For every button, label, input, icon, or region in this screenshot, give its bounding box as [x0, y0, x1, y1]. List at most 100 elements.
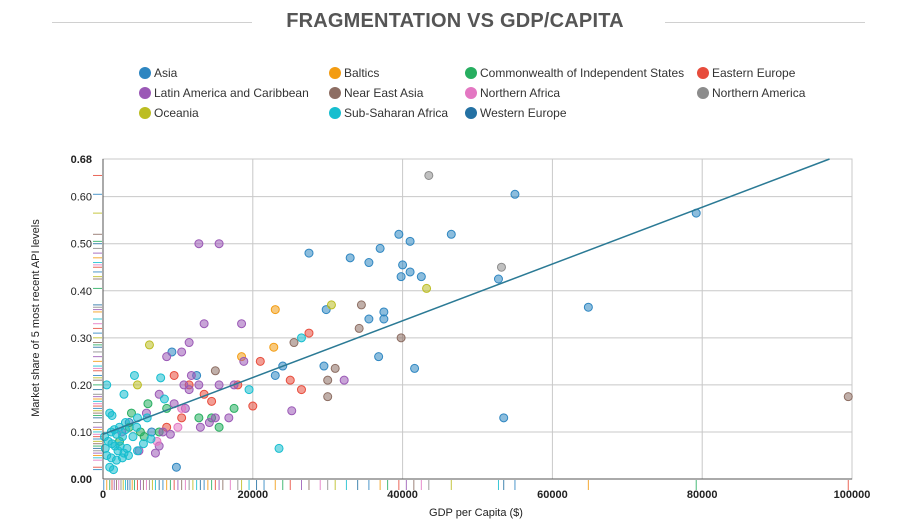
data-point: [132, 380, 142, 390]
plot-area: [102, 158, 853, 480]
data-point: [422, 283, 432, 293]
y-axis-title: Market share of 5 most recent API levels: [30, 219, 42, 417]
data-point: [177, 347, 187, 357]
data-point: [194, 380, 204, 390]
data-point: [493, 274, 503, 284]
data-point: [210, 366, 220, 376]
data-point: [583, 302, 593, 312]
data-point: [364, 314, 374, 324]
data-point: [194, 239, 204, 249]
data-point: [158, 427, 168, 437]
data-point: [156, 373, 166, 383]
data-point: [843, 392, 853, 402]
data-point: [165, 429, 175, 439]
legend-label: Eastern Europe: [712, 66, 796, 80]
data-point: [146, 434, 156, 444]
legend-swatch: [465, 107, 477, 119]
data-point: [364, 258, 374, 268]
x-tick-label: 40000: [387, 489, 418, 501]
data-point: [126, 408, 136, 418]
legend-swatch: [139, 107, 151, 119]
grid-layer: [102, 158, 853, 480]
data-point: [304, 328, 314, 338]
data-point: [410, 363, 420, 373]
chart-title: FRAGMENTATION VS GDP/CAPITA: [286, 10, 624, 32]
legend-label: Commonwealth of Independent States: [480, 66, 685, 80]
y-tick-label: 0.30: [71, 333, 92, 345]
data-point: [117, 432, 127, 442]
data-point: [326, 300, 336, 310]
data-point: [184, 338, 194, 348]
data-point: [510, 189, 520, 199]
data-point: [239, 356, 249, 366]
data-point: [496, 262, 506, 272]
data-point: [128, 432, 138, 442]
data-point: [248, 401, 258, 411]
data-point: [108, 465, 118, 475]
data-point: [186, 370, 196, 380]
y-tick-label: 0.50: [71, 239, 92, 251]
data-point: [424, 170, 434, 180]
data-point: [99, 432, 109, 442]
data-point: [229, 403, 239, 413]
data-point: [159, 394, 169, 404]
data-point: [199, 319, 209, 329]
data-point: [138, 439, 148, 449]
data-point: [374, 352, 384, 362]
legend-label: Northern Africa: [480, 86, 561, 100]
data-point: [296, 385, 306, 395]
legend-label: Northern America: [712, 86, 806, 100]
data-point: [270, 305, 280, 315]
y-tick-label: 0.68: [71, 154, 92, 166]
data-point: [274, 443, 284, 453]
data-point: [119, 389, 129, 399]
data-point: [184, 385, 194, 395]
legend-swatch: [139, 87, 151, 99]
x-tick-label: 20000: [238, 489, 269, 501]
legend-swatch: [329, 107, 341, 119]
data-point: [244, 385, 254, 395]
data-point: [143, 399, 153, 409]
legend-swatch: [465, 87, 477, 99]
legend-label: Sub-Saharan Africa: [344, 106, 449, 120]
data-point: [237, 319, 247, 329]
data-point: [119, 448, 129, 458]
trendline-layer: [102, 158, 830, 435]
data-point: [396, 272, 406, 282]
data-point: [405, 236, 415, 246]
data-point: [356, 300, 366, 310]
data-point: [323, 392, 333, 402]
legend-label: Oceania: [154, 106, 199, 120]
x-tick-label: 60000: [537, 489, 568, 501]
x-tick-label: 100000: [834, 489, 871, 501]
data-point: [214, 239, 224, 249]
x-tick-label: 80000: [687, 489, 718, 501]
title-rule-left: [52, 22, 252, 23]
data-point: [162, 352, 172, 362]
data-point: [255, 356, 265, 366]
data-point: [129, 370, 139, 380]
data-point: [323, 375, 333, 385]
data-point: [499, 413, 509, 423]
data-point: [330, 363, 340, 373]
x-axis-title: GDP per Capita ($): [429, 507, 523, 519]
y-tick-label: 0.00: [71, 474, 92, 486]
data-point: [173, 422, 183, 432]
data-point: [396, 333, 406, 343]
data-point: [269, 342, 279, 352]
data-point: [394, 229, 404, 239]
data-point: [150, 448, 160, 458]
legend-swatch: [139, 67, 151, 79]
trendline: [102, 158, 830, 435]
data-point: [204, 418, 214, 428]
data-point: [379, 314, 389, 324]
data-point: [102, 380, 112, 390]
data-point: [132, 446, 142, 456]
data-point: [296, 333, 306, 343]
axes-layer: 0 20000 40000 60000 80000 100000 0.00 0.10 0.20 0…: [71, 154, 871, 501]
data-point: [132, 422, 142, 432]
legend-swatch: [329, 67, 341, 79]
legend-swatch: [329, 87, 341, 99]
data-point: [354, 323, 364, 333]
data-point: [207, 396, 217, 406]
